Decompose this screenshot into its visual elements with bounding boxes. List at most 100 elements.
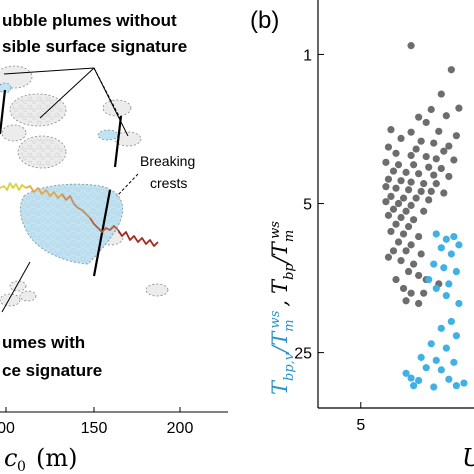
gray-data-point [427, 105, 435, 114]
ylabel-gray-part: T [268, 278, 292, 294]
blue-data-point [442, 344, 450, 352]
blue-data-point [447, 250, 455, 258]
gray-data-point [407, 151, 415, 160]
ylabel-gray-sub2: m [282, 230, 297, 242]
gray-data-point [410, 161, 418, 169]
gray-data-point [440, 147, 448, 155]
gray-data-point [382, 198, 390, 206]
gray-data-point [404, 186, 413, 194]
label-breaking-line1: Breaking [140, 153, 195, 169]
blue-data-point [452, 267, 460, 276]
gray-data-point [392, 275, 400, 284]
ylabel-blue-slash: /T [268, 330, 292, 355]
gray-data-point [420, 207, 428, 215]
gray-data-point [415, 232, 423, 241]
gray-data-point [407, 201, 415, 210]
label-top-line1: ubble plumes without [2, 11, 177, 30]
panel-a-xlabel-var: c [4, 444, 17, 472]
ytick-label: 1 [303, 47, 312, 64]
panel-a: ubble plumes without sible surface signa… [0, 11, 228, 474]
blue-data-point [407, 374, 415, 382]
gray-data-point [392, 149, 400, 157]
xtick-label: 5 [356, 417, 365, 434]
gray-data-point [430, 171, 438, 179]
gray-plume [114, 131, 142, 147]
gray-data-point [382, 158, 390, 166]
gray-data-point [397, 257, 405, 265]
panel-a-xticks [5, 407, 181, 412]
gray-data-point [404, 267, 413, 276]
gray-data-point [399, 194, 408, 202]
blue-data-point [432, 356, 440, 364]
blue-data-point [447, 317, 455, 326]
blue-data-point [432, 230, 440, 238]
panel-b-xticks: 5 [356, 402, 365, 434]
label-bottom-line1: umes with [2, 333, 85, 352]
blue-data-point [445, 375, 453, 383]
gray-data-point [389, 167, 398, 175]
gray-data-point [402, 207, 410, 215]
gray-plume [1, 124, 27, 142]
gray-data-point [387, 126, 395, 134]
gray-data-point [440, 189, 448, 197]
gray-data-point [389, 205, 398, 213]
gray-data-point [394, 161, 403, 169]
gray-data-point [402, 168, 410, 176]
gray-data-point [427, 187, 435, 195]
gray-data-point [407, 241, 415, 249]
gray-data-point [394, 199, 403, 208]
particle-trajectory [0, 182, 159, 247]
gray-data-point [425, 196, 433, 204]
blue-data-point [427, 340, 435, 348]
gray-data-point [420, 289, 428, 297]
gray-data-point [407, 178, 415, 186]
gray-data-point [430, 139, 438, 147]
gray-data-point [422, 118, 430, 127]
gray-plume [102, 99, 132, 117]
blue-data-point [460, 379, 468, 387]
blue-data-point [430, 383, 438, 391]
svg-text:Tbp,v/Tmws,Tbp/Tmws: Tbp,v/Tmws,Tbp/Tmws [268, 221, 297, 395]
ylabel-blue-part: T [268, 379, 292, 395]
gray-data-point [407, 289, 415, 297]
blue-data-point [450, 232, 458, 241]
gray-plume [0, 65, 33, 89]
gray-data-point [437, 90, 445, 98]
ylabel-gray-slash: /T [268, 240, 292, 265]
crest-pointer-lines [93, 67, 139, 197]
blue-data-point [442, 292, 450, 300]
panel-b-ylabel: Tbp,v/Tmws,Tbp/Tmws [268, 221, 297, 395]
ytick-label: 5 [303, 197, 312, 214]
blue-data-point [425, 275, 433, 284]
panel-a-xtick-label: 150 [81, 420, 108, 437]
panel-b-scatter-points [382, 42, 468, 391]
gray-plume [19, 290, 37, 302]
label-top-line2: sible surface signature [2, 37, 187, 56]
gray-data-point [450, 156, 458, 164]
blue-data-point [452, 382, 460, 390]
gray-data-point [425, 163, 433, 171]
gray-data-point [404, 222, 413, 231]
gray-data-point [415, 113, 423, 121]
blue-data-point [437, 244, 445, 252]
blue-data-point [415, 376, 423, 385]
panel-a-xlabel-sub: 0 [17, 459, 26, 474]
label-breaking-line2: crests [150, 175, 187, 191]
gray-data-point [435, 127, 443, 135]
gray-data-point [397, 134, 405, 143]
gray-data-point [415, 271, 423, 280]
gray-data-point [447, 66, 455, 74]
gray-data-point [399, 230, 408, 238]
gray-plume-texture [12, 96, 64, 166]
gray-data-point [382, 183, 390, 191]
gray-data-point [452, 132, 460, 140]
gray-data-point [407, 128, 415, 136]
gray-data-point [410, 216, 418, 224]
label-bottom-line2: ce signature [2, 361, 102, 380]
blue-data-point [450, 358, 458, 366]
panel-b-label: (b) [250, 7, 279, 34]
gray-data-point [422, 152, 430, 161]
gray-data-point [392, 220, 400, 228]
blue-data-point [437, 324, 445, 332]
